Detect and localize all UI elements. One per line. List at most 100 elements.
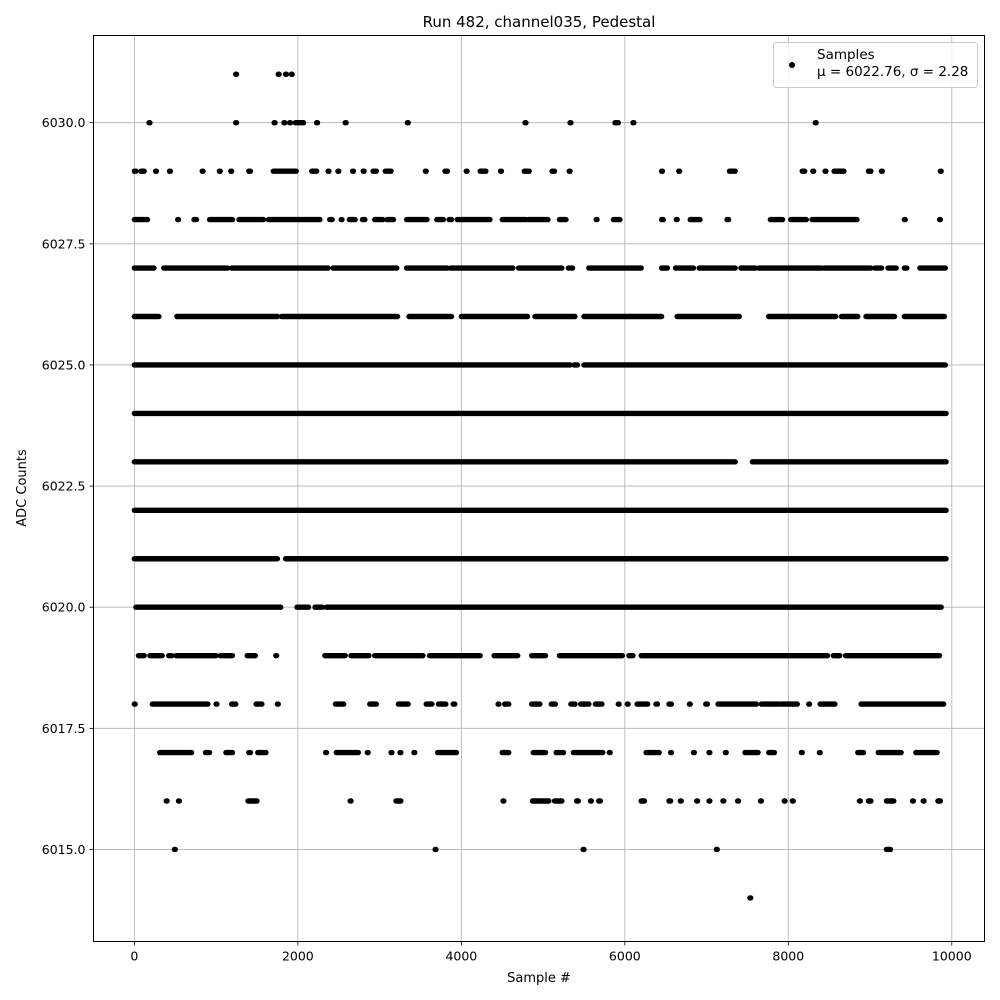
data-point xyxy=(433,846,439,853)
plot-frame xyxy=(93,35,985,942)
data-point xyxy=(857,798,863,804)
data-point xyxy=(817,749,823,756)
data-point xyxy=(588,798,595,804)
legend-marker xyxy=(789,62,795,68)
data-point xyxy=(350,168,357,174)
data-point xyxy=(694,798,701,804)
data-point xyxy=(275,701,281,707)
data-point xyxy=(496,701,502,707)
data-point xyxy=(217,168,223,174)
data-point xyxy=(687,701,693,707)
data-point xyxy=(748,895,754,901)
data-point xyxy=(625,701,631,707)
data-point xyxy=(910,798,917,804)
data-point xyxy=(879,168,886,174)
data-point xyxy=(132,701,138,707)
data-point xyxy=(937,216,944,223)
data-point xyxy=(721,798,727,804)
data-point xyxy=(214,701,220,707)
data-point xyxy=(659,168,666,174)
data-point xyxy=(175,216,182,223)
data-point xyxy=(668,749,675,756)
data-point xyxy=(707,749,713,756)
data-point xyxy=(813,120,819,126)
data-point xyxy=(326,168,332,174)
data-point xyxy=(806,701,813,707)
data-point xyxy=(523,120,529,126)
x-tick-label: 6000 xyxy=(609,949,641,964)
y-tick-label: 6015.0 xyxy=(42,842,86,857)
data-point xyxy=(938,168,944,174)
data-point xyxy=(176,798,183,804)
data-point xyxy=(348,798,354,804)
data-point xyxy=(735,798,742,804)
x-axis-label: Sample # xyxy=(507,971,571,986)
data-point xyxy=(323,749,330,756)
data-point xyxy=(339,216,345,223)
data-point xyxy=(283,71,290,77)
data-point xyxy=(607,749,613,756)
y-tick-label: 6025.0 xyxy=(42,357,86,372)
y-tick-label: 6022.5 xyxy=(42,479,86,494)
plot-area xyxy=(93,35,985,942)
data-point xyxy=(758,798,765,804)
data-point xyxy=(365,749,371,756)
data-point xyxy=(676,168,683,174)
data-point xyxy=(464,168,470,174)
data-point xyxy=(567,168,573,174)
data-point xyxy=(412,749,418,756)
y-tick-label: 6017.5 xyxy=(42,721,86,736)
data-point xyxy=(228,168,235,174)
data-points xyxy=(131,71,949,901)
legend-series-name: Samples xyxy=(817,47,875,63)
x-tick-label: 2000 xyxy=(282,949,314,964)
data-point xyxy=(498,168,505,174)
data-point xyxy=(314,120,321,126)
y-axis-label: ADC Counts xyxy=(15,449,30,527)
data-point xyxy=(823,168,829,174)
data-point xyxy=(714,846,720,853)
legend: Samples μ = 6022.76, σ = 2.28 xyxy=(773,42,978,88)
data-point xyxy=(691,749,698,756)
data-point xyxy=(233,71,240,77)
data-point xyxy=(276,71,282,77)
data-point xyxy=(678,798,684,804)
legend-box xyxy=(773,42,978,88)
data-point xyxy=(164,798,170,804)
data-point xyxy=(581,846,587,853)
data-point xyxy=(810,168,817,174)
data-point xyxy=(501,798,507,804)
data-point xyxy=(282,120,288,126)
data-point xyxy=(423,168,429,174)
data-point xyxy=(782,798,788,804)
data-point xyxy=(568,120,574,126)
data-point xyxy=(172,846,178,853)
x-tick-label: 10000 xyxy=(932,949,972,964)
data-point xyxy=(147,120,153,126)
data-point xyxy=(389,749,395,756)
data-point xyxy=(674,216,680,223)
data-point xyxy=(790,798,796,804)
legend-series-stats: μ = 6022.76, σ = 2.28 xyxy=(817,64,968,80)
y-tick-label: 6027.5 xyxy=(42,236,86,251)
data-point xyxy=(289,71,295,77)
data-point xyxy=(921,798,927,804)
data-point xyxy=(233,120,240,126)
data-point xyxy=(273,652,280,659)
data-point xyxy=(799,749,805,756)
axis-ticks: 0 2000 4000 6000 8000 10000 6015.0 6017.5 6020.0… xyxy=(42,115,972,963)
data-point xyxy=(361,168,367,174)
y-tick-label: 6020.0 xyxy=(42,600,86,615)
data-point xyxy=(405,120,411,126)
data-point xyxy=(167,168,174,174)
x-tick-label: 0 xyxy=(130,949,138,964)
data-point xyxy=(616,701,622,707)
data-point xyxy=(723,749,729,756)
data-point xyxy=(272,120,278,126)
data-point xyxy=(200,168,206,174)
data-point xyxy=(631,120,637,126)
data-point xyxy=(398,749,404,756)
data-point xyxy=(336,168,342,174)
x-tick-label: 8000 xyxy=(772,949,804,964)
